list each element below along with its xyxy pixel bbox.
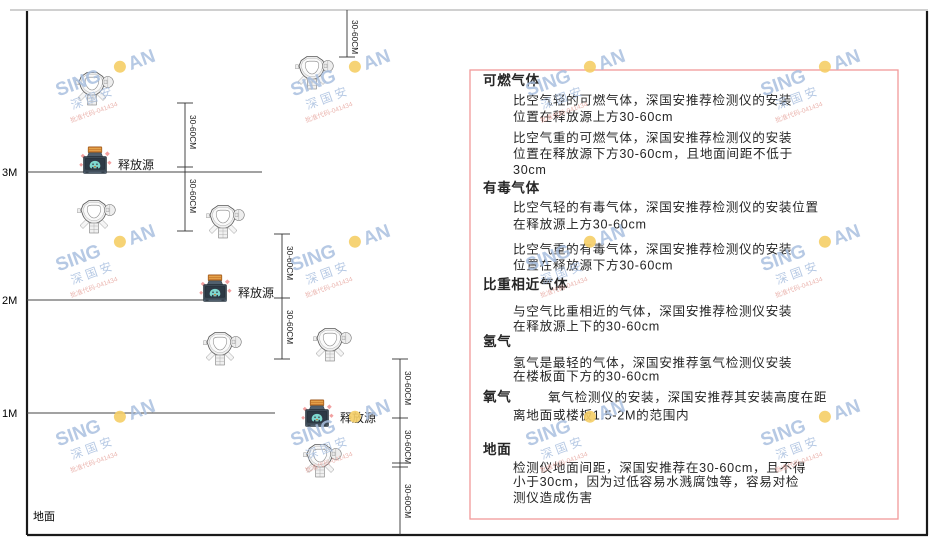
svg-text:在释放源上下的30-60cm: 在释放源上下的30-60cm — [513, 318, 660, 333]
svg-text:3M: 3M — [2, 167, 17, 179]
svg-text:在释放源上方30-60cm: 在释放源上方30-60cm — [513, 216, 647, 231]
svg-text:30-60CM: 30-60CM — [285, 246, 295, 280]
svg-text:释放源: 释放源 — [238, 285, 274, 300]
svg-text:位置在释放源下方30-60cm: 位置在释放源下方30-60cm — [513, 257, 673, 272]
svg-text:氧气: 氧气 — [482, 388, 511, 404]
svg-text:释放源: 释放源 — [340, 410, 376, 425]
svg-text:测仪造成伤害: 测仪造成伤害 — [513, 490, 593, 505]
svg-text:检测仪地面间距，深国安推荐在30-60cm，且不得: 检测仪地面间距，深国安推荐在30-60cm，且不得 — [513, 460, 806, 475]
svg-text:氢气: 氢气 — [483, 333, 511, 349]
svg-text:比空气重的有毒气体，深国安推荐检测仪的安装: 比空气重的有毒气体，深国安推荐检测仪的安装 — [513, 241, 792, 256]
svg-text:30-60CM: 30-60CM — [403, 371, 413, 405]
svg-text:比空气轻的可燃气体，深国安推荐检测仪的安装: 比空气轻的可燃气体，深国安推荐检测仪的安装 — [513, 93, 792, 108]
svg-text:有毒气体: 有毒气体 — [483, 179, 540, 195]
svg-text:2M: 2M — [2, 295, 17, 307]
svg-text:释放源: 释放源 — [118, 157, 154, 172]
svg-text:30-60CM: 30-60CM — [403, 484, 413, 518]
svg-text:小于30cm，因为过低容易水溅腐蚀等，容易对检: 小于30cm，因为过低容易水溅腐蚀等，容易对检 — [513, 474, 799, 489]
svg-text:在楼板面下方的30-60cm: 在楼板面下方的30-60cm — [513, 369, 660, 384]
svg-text:比空气轻的有毒气体，深国安推荐检测仪的安装位置: 比空气轻的有毒气体，深国安推荐检测仪的安装位置 — [513, 200, 819, 215]
svg-text:30-60CM: 30-60CM — [285, 310, 295, 344]
svg-text:地面: 地面 — [483, 441, 511, 457]
svg-text:1M: 1M — [2, 408, 17, 420]
svg-text:氧气检测仪的安装，深国安推荐其安装高度在距: 氧气检测仪的安装，深国安推荐其安装高度在距 — [548, 389, 827, 404]
svg-text:地面: 地面 — [33, 510, 55, 523]
svg-text:30-60CM: 30-60CM — [403, 430, 413, 464]
svg-text:离地面或楼板1.5-2M的范围内: 离地面或楼板1.5-2M的范围内 — [513, 408, 689, 423]
svg-text:氢气是最轻的气体，深国安推荐氢气检测仪安装: 氢气是最轻的气体，深国安推荐氢气检测仪安装 — [513, 355, 792, 370]
svg-text:位置在释放源上方30-60cm: 位置在释放源上方30-60cm — [513, 109, 673, 124]
svg-text:30-60CM: 30-60CM — [188, 115, 198, 149]
svg-text:可燃气体: 可燃气体 — [483, 72, 540, 88]
svg-text:30cm: 30cm — [513, 163, 547, 177]
svg-text:30-60CM: 30-60CM — [350, 20, 360, 54]
svg-text:30-60CM: 30-60CM — [188, 179, 198, 213]
svg-text:比重相近气体: 比重相近气体 — [483, 276, 568, 292]
svg-text:与空气比重相近的气体，深国安推荐检测仪安装: 与空气比重相近的气体，深国安推荐检测仪安装 — [513, 304, 792, 319]
svg-text:位置在释放源下方30-60cm，且地面间距不低于: 位置在释放源下方30-60cm，且地面间距不低于 — [513, 146, 793, 161]
svg-text:比空气重的可燃气体，深国安推荐检测仪的安装: 比空气重的可燃气体，深国安推荐检测仪的安装 — [513, 130, 792, 145]
